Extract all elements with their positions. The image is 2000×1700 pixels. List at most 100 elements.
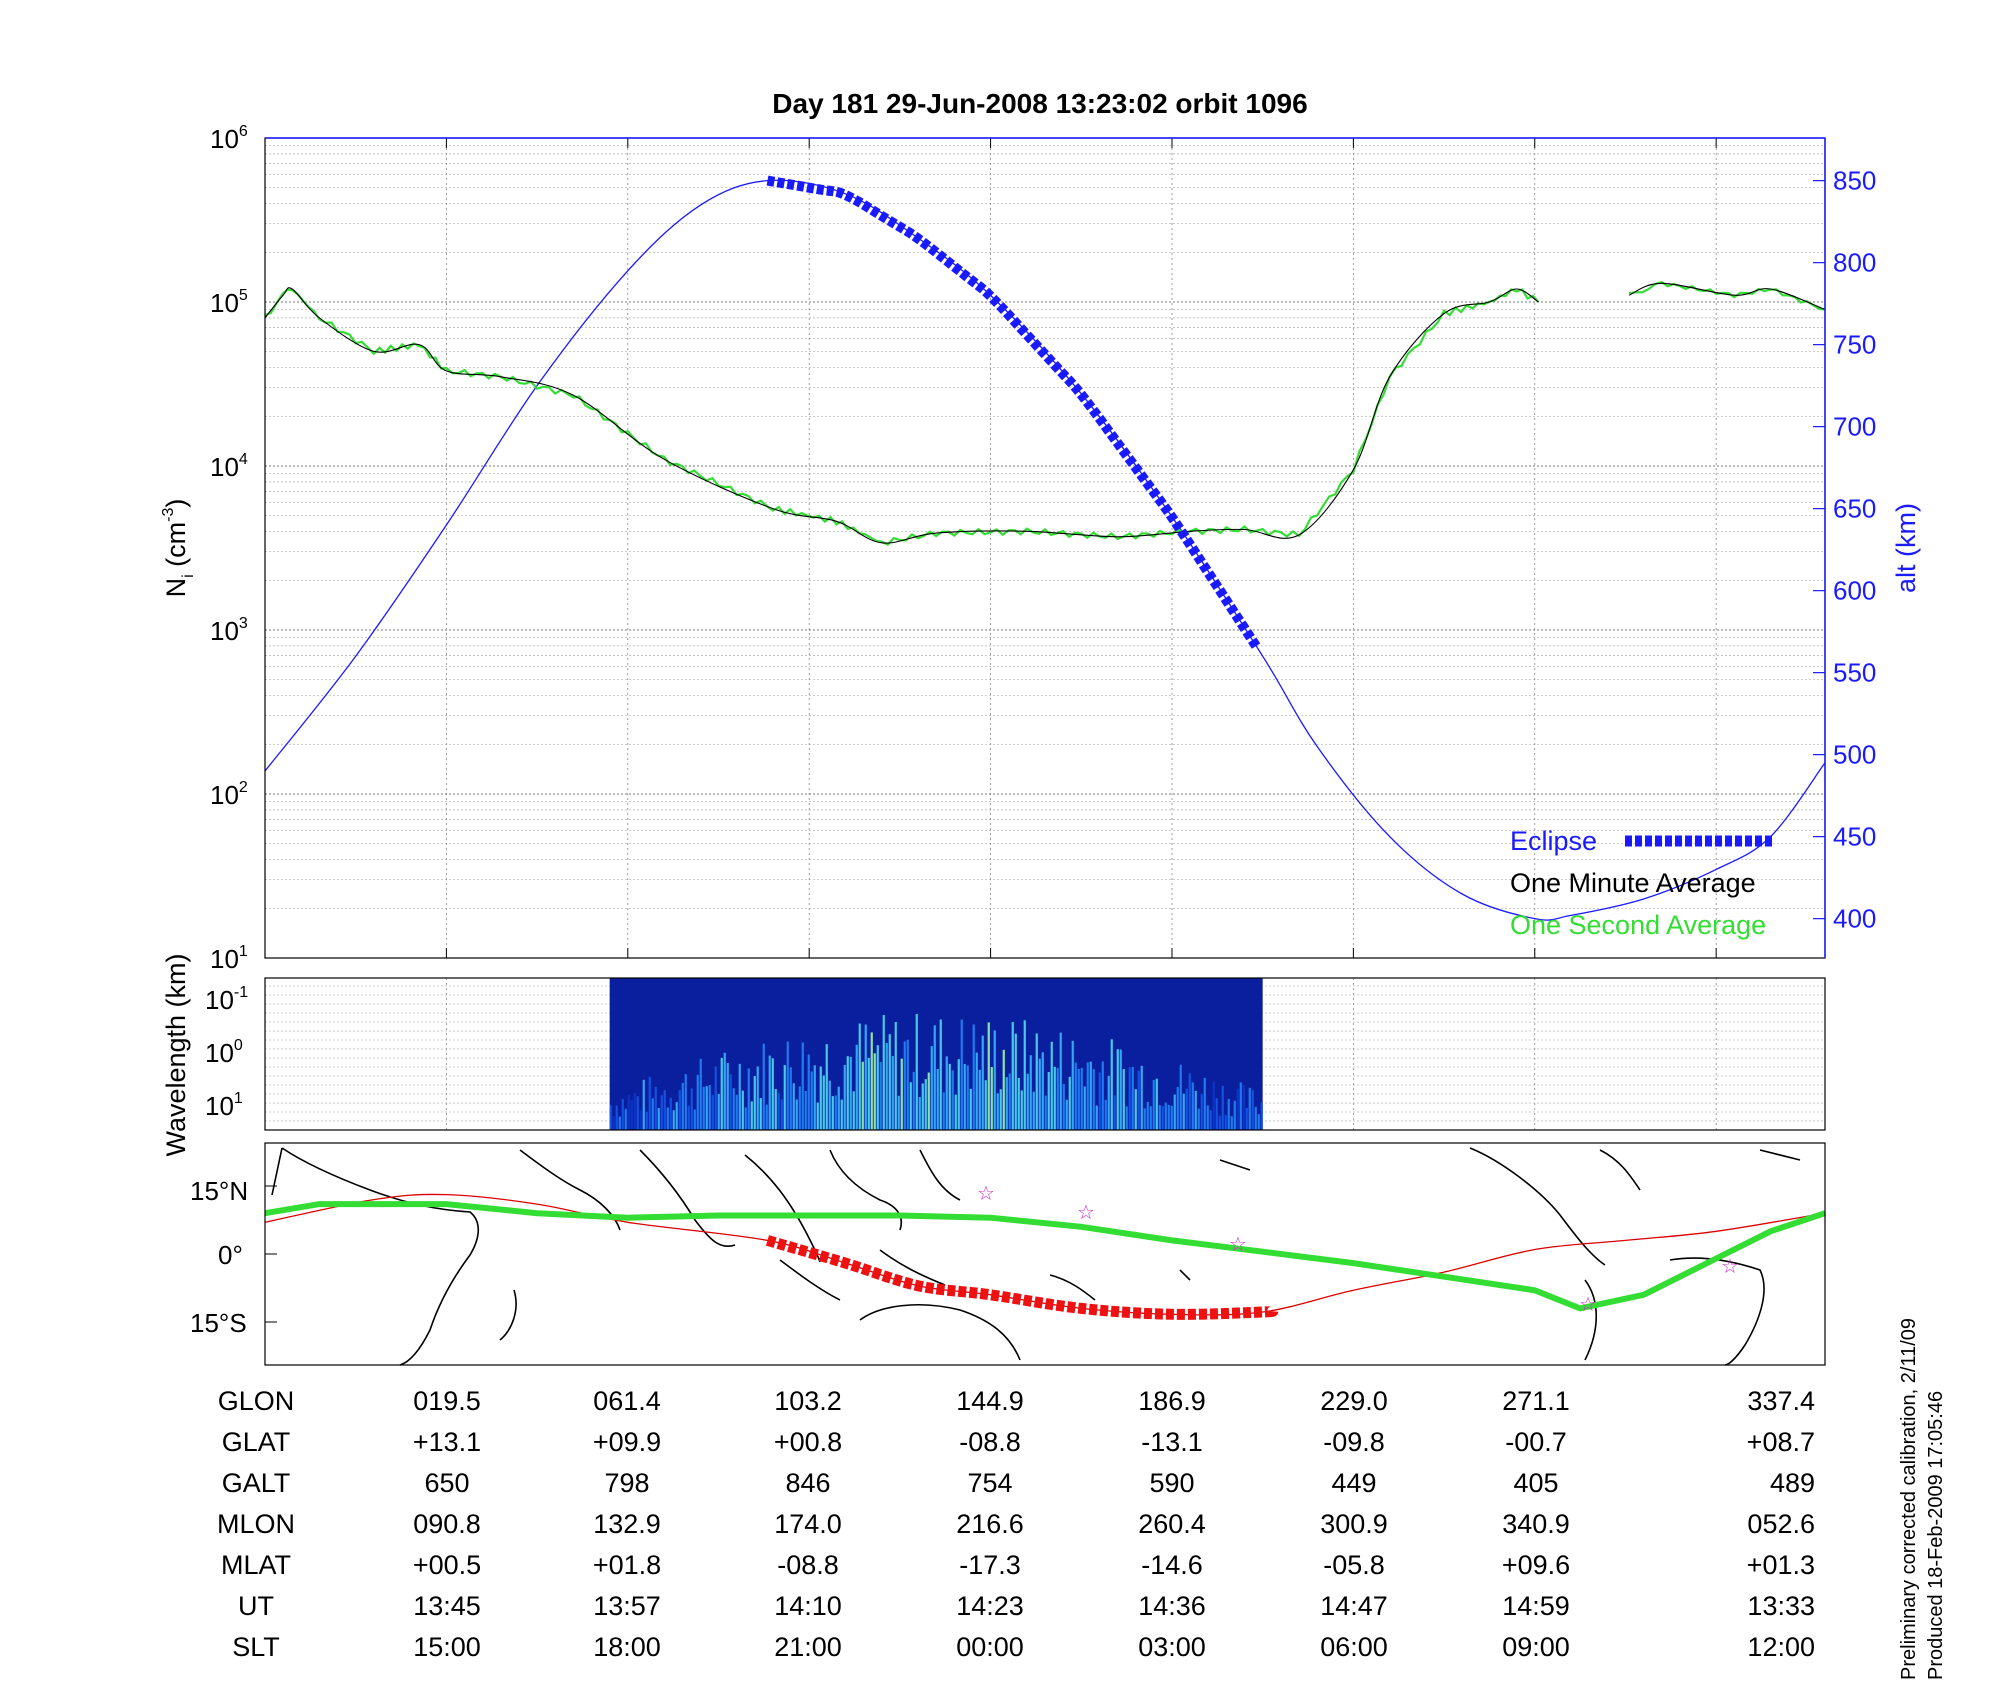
spectrogram-column bbox=[1125, 1106, 1128, 1130]
spectrogram-column bbox=[1203, 1077, 1206, 1130]
spectrogram-column bbox=[630, 1100, 633, 1130]
table-cell: 14:10 bbox=[774, 1591, 842, 1621]
table-cell: +09.6 bbox=[1502, 1550, 1570, 1580]
spectrogram-column bbox=[636, 1096, 639, 1130]
spectrogram-column bbox=[843, 1064, 846, 1130]
spectrogram-column bbox=[807, 1054, 810, 1130]
spectrogram-column bbox=[939, 1019, 942, 1130]
spectrogram-column bbox=[1026, 1073, 1029, 1130]
footer-produced: Produced 18-Feb-2009 17:05:46 bbox=[1925, 1391, 1947, 1680]
spectrogram-column bbox=[609, 1105, 612, 1130]
spectrogram-column bbox=[1005, 1077, 1008, 1130]
spectrogram-column bbox=[888, 1034, 891, 1130]
spectrogram-column bbox=[972, 1024, 975, 1130]
spectrogram-column bbox=[657, 1107, 660, 1130]
spectrogram-column bbox=[885, 1043, 888, 1130]
spectrogram-column bbox=[732, 1088, 735, 1130]
spectrogram-column bbox=[1245, 1107, 1248, 1130]
table-cell: 03:00 bbox=[1138, 1632, 1206, 1662]
table-cell: 489 bbox=[1770, 1468, 1815, 1498]
spectrogram-column bbox=[1236, 1088, 1239, 1130]
spectrogram-column bbox=[873, 1053, 876, 1130]
spectrogram-column bbox=[849, 1056, 852, 1130]
spectrogram-column bbox=[978, 1069, 981, 1130]
spectrogram-column bbox=[825, 1044, 828, 1130]
spectrogram-column bbox=[633, 1092, 636, 1130]
spectrogram-column bbox=[1149, 1106, 1152, 1130]
spectrogram-column bbox=[990, 1067, 993, 1130]
spectrogram-column bbox=[1116, 1049, 1119, 1130]
table-cell: 090.8 bbox=[413, 1509, 481, 1539]
spectrogram-column bbox=[801, 1042, 804, 1130]
lat-tick-15s: 15°S bbox=[190, 1308, 247, 1338]
spectrogram-column bbox=[1029, 1055, 1032, 1130]
spectrogram-column bbox=[948, 1063, 951, 1130]
table-cell: 12:00 bbox=[1747, 1632, 1815, 1662]
spectrogram-column bbox=[1083, 1086, 1086, 1130]
spectrogram-column bbox=[1053, 1066, 1056, 1130]
wavelength-spectrogram-panel bbox=[264, 977, 1826, 1131]
spectrogram-column bbox=[969, 1088, 972, 1130]
legend-one-minute: One Minute Average bbox=[1510, 868, 1756, 898]
spectrogram-column bbox=[1215, 1098, 1218, 1130]
spectrogram-column bbox=[822, 1075, 825, 1130]
density-axis-label: Ni (cm-3) bbox=[160, 499, 197, 598]
spectrogram-column bbox=[1098, 1072, 1101, 1130]
table-cell: 14:36 bbox=[1138, 1591, 1206, 1621]
spectrogram-column bbox=[936, 1069, 939, 1130]
wavelength-axis: 10-1 100 101 bbox=[205, 984, 248, 1121]
spectrogram-column bbox=[894, 1022, 897, 1130]
spectrogram-column bbox=[1056, 1067, 1059, 1130]
star-icon: ☆ bbox=[1229, 1232, 1247, 1256]
table-cell: 846 bbox=[785, 1468, 830, 1498]
footer-calibration: Preliminary corrected calibration, 2/11/… bbox=[1898, 1318, 1920, 1680]
table-cell: 229.0 bbox=[1320, 1386, 1388, 1416]
spectrogram-column bbox=[705, 1086, 708, 1130]
spectrogram-column bbox=[957, 1059, 960, 1130]
table-cell: -08.8 bbox=[777, 1550, 839, 1580]
spectrogram-column bbox=[1089, 1061, 1092, 1130]
spectrogram-column bbox=[678, 1090, 681, 1130]
spectrogram-column bbox=[924, 1079, 927, 1130]
spectrogram-column bbox=[993, 1030, 996, 1130]
table-cell: 449 bbox=[1331, 1468, 1376, 1498]
spectrogram-column bbox=[927, 1072, 930, 1130]
spectrogram-column bbox=[921, 1083, 924, 1130]
spectrogram-column bbox=[813, 1065, 816, 1130]
table-cell: -13.1 bbox=[1141, 1427, 1203, 1457]
table-cell: -05.8 bbox=[1323, 1550, 1385, 1580]
spectrogram-column bbox=[693, 1109, 696, 1130]
table-cell: 13:33 bbox=[1747, 1591, 1815, 1621]
spectrogram-column bbox=[828, 1080, 831, 1130]
spectrogram-column bbox=[1212, 1081, 1215, 1130]
ytick-2: 102 bbox=[210, 779, 248, 810]
spectrogram-column bbox=[864, 1024, 867, 1130]
alt-tick-label: 400 bbox=[1833, 904, 1876, 934]
table-cell: -00.7 bbox=[1505, 1427, 1567, 1457]
spectrogram-column bbox=[1206, 1105, 1209, 1130]
spectrogram-column bbox=[789, 1067, 792, 1130]
spectrogram-column bbox=[756, 1066, 759, 1130]
spectrogram-column bbox=[858, 1023, 861, 1130]
spectrogram-column bbox=[819, 1066, 822, 1130]
top-grid bbox=[265, 138, 1825, 959]
lat-tick-0: 0° bbox=[218, 1240, 243, 1270]
table-cell: 14:59 bbox=[1502, 1591, 1570, 1621]
spectrogram-column bbox=[1017, 1077, 1020, 1130]
spectrogram-column bbox=[738, 1063, 741, 1130]
altitude-axis: 400 450 500 550 600 650 700 750 800 850 bbox=[1813, 166, 1876, 934]
spectrogram-column bbox=[726, 1062, 729, 1130]
row-label-ut: UT bbox=[238, 1591, 274, 1621]
spectrogram-column bbox=[1257, 1114, 1260, 1130]
eclipse-segment bbox=[766, 175, 1262, 651]
spectrogram-column bbox=[837, 1086, 840, 1130]
table-cell: 13:45 bbox=[413, 1591, 481, 1621]
spectrogram-column bbox=[1014, 1033, 1017, 1130]
spectrogram-data bbox=[609, 978, 1263, 1130]
spectrogram-column bbox=[1260, 1102, 1263, 1130]
spectrogram-column bbox=[1137, 1070, 1140, 1130]
spectrogram-column bbox=[816, 1102, 819, 1130]
alt-tick-label: 600 bbox=[1833, 576, 1876, 606]
spectrogram-column bbox=[1011, 1022, 1014, 1130]
